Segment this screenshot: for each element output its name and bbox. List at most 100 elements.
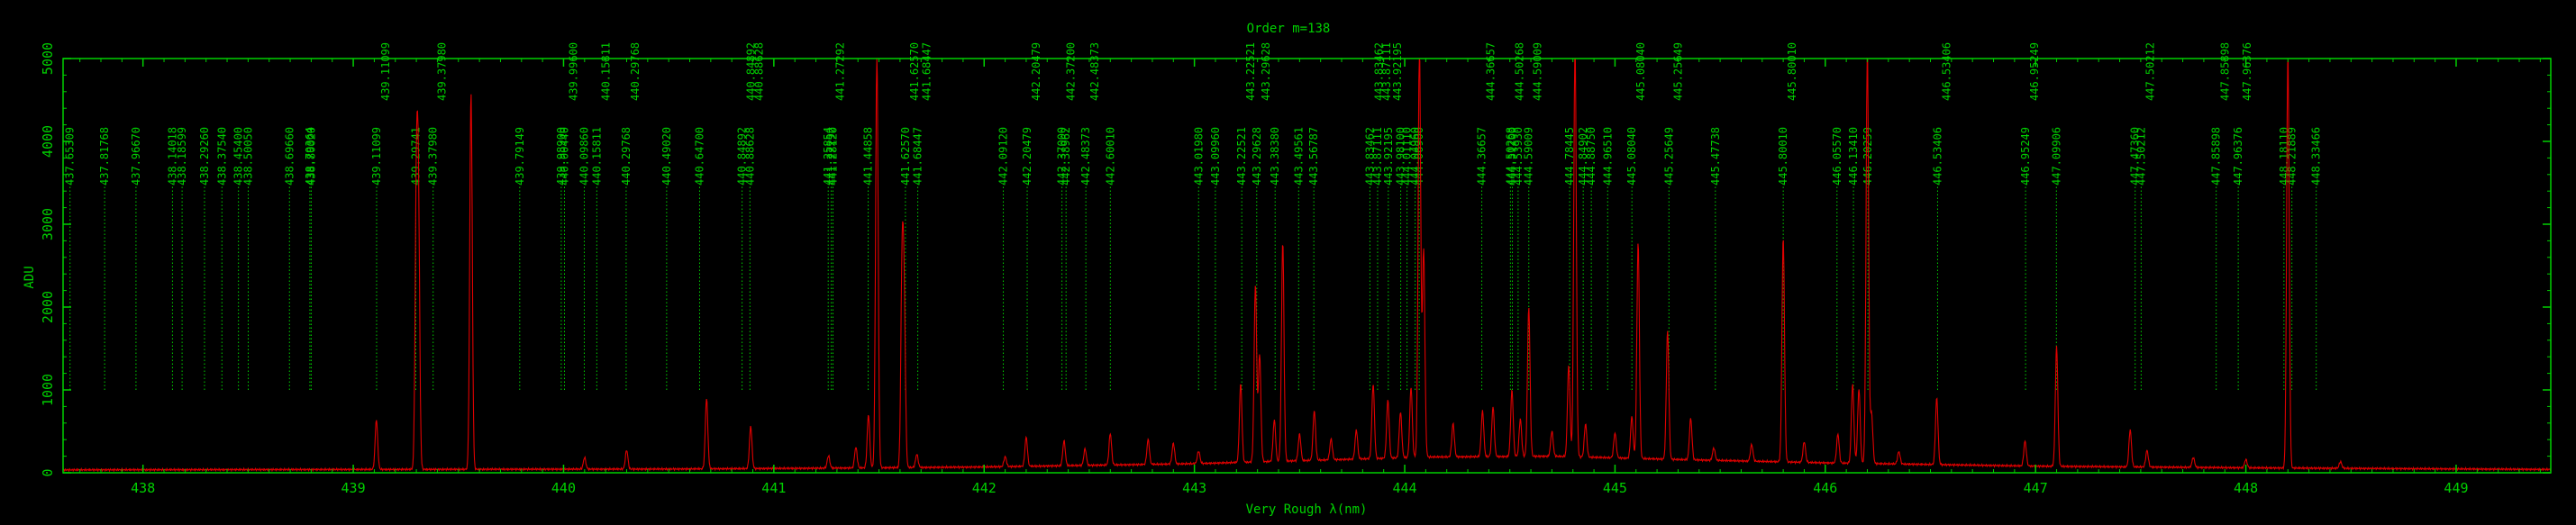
marker-line-label: 447.50212 xyxy=(2144,42,2156,101)
marker-line-label: 444.36657 xyxy=(1485,42,1497,101)
marker-line-label: 443.29628 xyxy=(1260,42,1272,101)
x-tick-label: 447 xyxy=(2024,480,2048,496)
marker-line-label: 447.85898 xyxy=(2219,42,2232,101)
marker-line-label: 444.01110 xyxy=(1401,127,1414,186)
marker-line-label: 446.53406 xyxy=(1931,127,1943,186)
spectrum-line xyxy=(62,58,2552,473)
marker-line-label: 446.53406 xyxy=(1940,42,1952,101)
spectrum-series xyxy=(62,58,2552,473)
y-tick-label: 0 xyxy=(40,468,56,476)
marker-line-label: 439.37980 xyxy=(427,127,440,186)
marker-line-label: 444.59009 xyxy=(1532,42,1544,101)
marker-line-label: 443.98100 xyxy=(1395,127,1407,186)
marker-line-label: 446.05570 xyxy=(1831,127,1843,186)
marker-line-label: 438.45400 xyxy=(232,127,245,186)
marker-line-label: 441.62570 xyxy=(908,42,921,101)
marker-line-label: 445.25649 xyxy=(1662,127,1675,186)
marker-line-label: 442.48373 xyxy=(1088,42,1101,101)
marker-lines: 437.65309 437.81768 437.96670 438.14018438.… xyxy=(64,42,2323,390)
marker-line-label: 444.06900 xyxy=(1413,127,1425,186)
marker-line-label: 446.95249 xyxy=(2019,127,2032,186)
y-tick-label: 3000 xyxy=(40,208,56,240)
marker-line-label: 440.00440 xyxy=(558,127,570,186)
marker-line-label: 443.87111 xyxy=(1380,42,1393,101)
marker-line-label: 438.29260 xyxy=(198,127,211,186)
marker-line-label: 445.80010 xyxy=(1777,127,1789,186)
marker-line-label: 442.20479 xyxy=(1021,127,1033,186)
marker-line-label: 441.27292 xyxy=(834,42,847,101)
marker-line-label: 444.53930 xyxy=(1512,127,1525,186)
marker-line-label: 441.27292 xyxy=(825,127,838,186)
marker-line-label: 447.85898 xyxy=(2210,127,2223,186)
x-axis-label: Very Rough λ(nm) xyxy=(1246,502,1368,517)
marker-line-label: 439.11099 xyxy=(379,42,392,101)
marker-line-label: 442.60010 xyxy=(1104,127,1116,186)
marker-line-label: 447.47360 xyxy=(2129,127,2142,186)
x-tick-label: 441 xyxy=(761,480,786,496)
marker-line-label: 445.80010 xyxy=(1786,42,1798,101)
marker-line-label: 440.29768 xyxy=(620,127,633,186)
y-tick-label: 1000 xyxy=(40,374,56,406)
marker-line-label: 443.22521 xyxy=(1244,42,1257,101)
marker-line-label: 438.69660 xyxy=(283,127,296,186)
axis-ticks: 438 439 440 441 442 443 444 445 446 447 448 449 0 100… xyxy=(40,42,2551,496)
x-tick-label: 442 xyxy=(972,480,997,496)
marker-line-label: 446.95249 xyxy=(2028,42,2041,101)
marker-line-label: 440.84892 xyxy=(736,127,749,186)
chart-title: Order m=138 xyxy=(1247,22,1331,36)
marker-line-label: 447.96376 xyxy=(2232,127,2244,186)
marker-line-label: 443.01980 xyxy=(1192,127,1205,186)
marker-line-label: 444.50268 xyxy=(1504,127,1516,186)
x-tick-label: 440 xyxy=(551,480,576,496)
marker-line-label: 442.38962 xyxy=(1060,127,1072,186)
y-tick-label: 5000 xyxy=(40,42,56,75)
marker-line-label: 443.29628 xyxy=(1251,127,1263,186)
marker-line-label: 442.37000 xyxy=(1056,127,1069,186)
marker-line-label: 440.88628 xyxy=(743,127,756,186)
marker-line-label: 443.83462 xyxy=(1372,42,1385,101)
marker-line-label: 443.83462 xyxy=(1363,127,1376,186)
x-tick-label: 449 xyxy=(2444,480,2468,496)
x-tick-label: 438 xyxy=(131,480,155,496)
plot-frame xyxy=(62,58,2552,474)
marker-line-label: 445.47738 xyxy=(1709,127,1722,186)
marker-line-label: 446.13410 xyxy=(1847,127,1860,186)
marker-line-label: 445.08040 xyxy=(1625,127,1638,186)
x-tick-label: 448 xyxy=(2234,480,2258,496)
marker-line-label: 442.09120 xyxy=(997,127,1010,186)
marker-line-label: 443.49561 xyxy=(1292,127,1305,186)
marker-line-label: 441.44858 xyxy=(862,127,875,186)
y-tick-label: 4000 xyxy=(40,125,56,158)
x-tick-label: 444 xyxy=(1392,480,1416,496)
marker-line-label: 441.68447 xyxy=(921,42,933,101)
marker-line-label: 438.37540 xyxy=(215,127,228,186)
marker-line-label: 447.96376 xyxy=(2241,42,2253,101)
marker-line-label: 439.11099 xyxy=(370,127,383,186)
y-tick-label: 2000 xyxy=(40,291,56,323)
x-tick-label: 446 xyxy=(1813,480,1837,496)
marker-line-label: 445.25649 xyxy=(1671,42,1684,101)
marker-line-label: 443.09960 xyxy=(1209,127,1222,186)
marker-line-label: 447.09906 xyxy=(2050,127,2062,186)
marker-line-label: 442.37200 xyxy=(1065,42,1078,101)
x-tick-label: 445 xyxy=(1603,480,1627,496)
marker-line-label: 439.37980 xyxy=(436,42,449,101)
marker-line-label: 443.92195 xyxy=(1382,127,1395,186)
marker-line-label: 437.96670 xyxy=(130,127,142,186)
x-tick-label: 443 xyxy=(1182,480,1206,496)
marker-line-label: 438.80020 xyxy=(305,127,317,186)
marker-line-label: 440.29768 xyxy=(629,42,642,101)
marker-line-label: 444.78445 xyxy=(1563,127,1576,186)
marker-line-label: 447.50212 xyxy=(2135,127,2147,186)
marker-line-label: 440.88628 xyxy=(752,42,765,101)
marker-line-label: 439.79149 xyxy=(514,127,526,186)
marker-line-label: 438.50050 xyxy=(241,127,254,186)
marker-line-label: 448.33466 xyxy=(2310,127,2323,186)
marker-line-label: 441.62570 xyxy=(899,127,912,186)
marker-line-label: 440.09860 xyxy=(578,127,590,186)
marker-line-label: 442.48373 xyxy=(1079,127,1092,186)
marker-line-label: 445.08040 xyxy=(1634,42,1647,101)
marker-line-label: 440.64700 xyxy=(693,127,705,186)
